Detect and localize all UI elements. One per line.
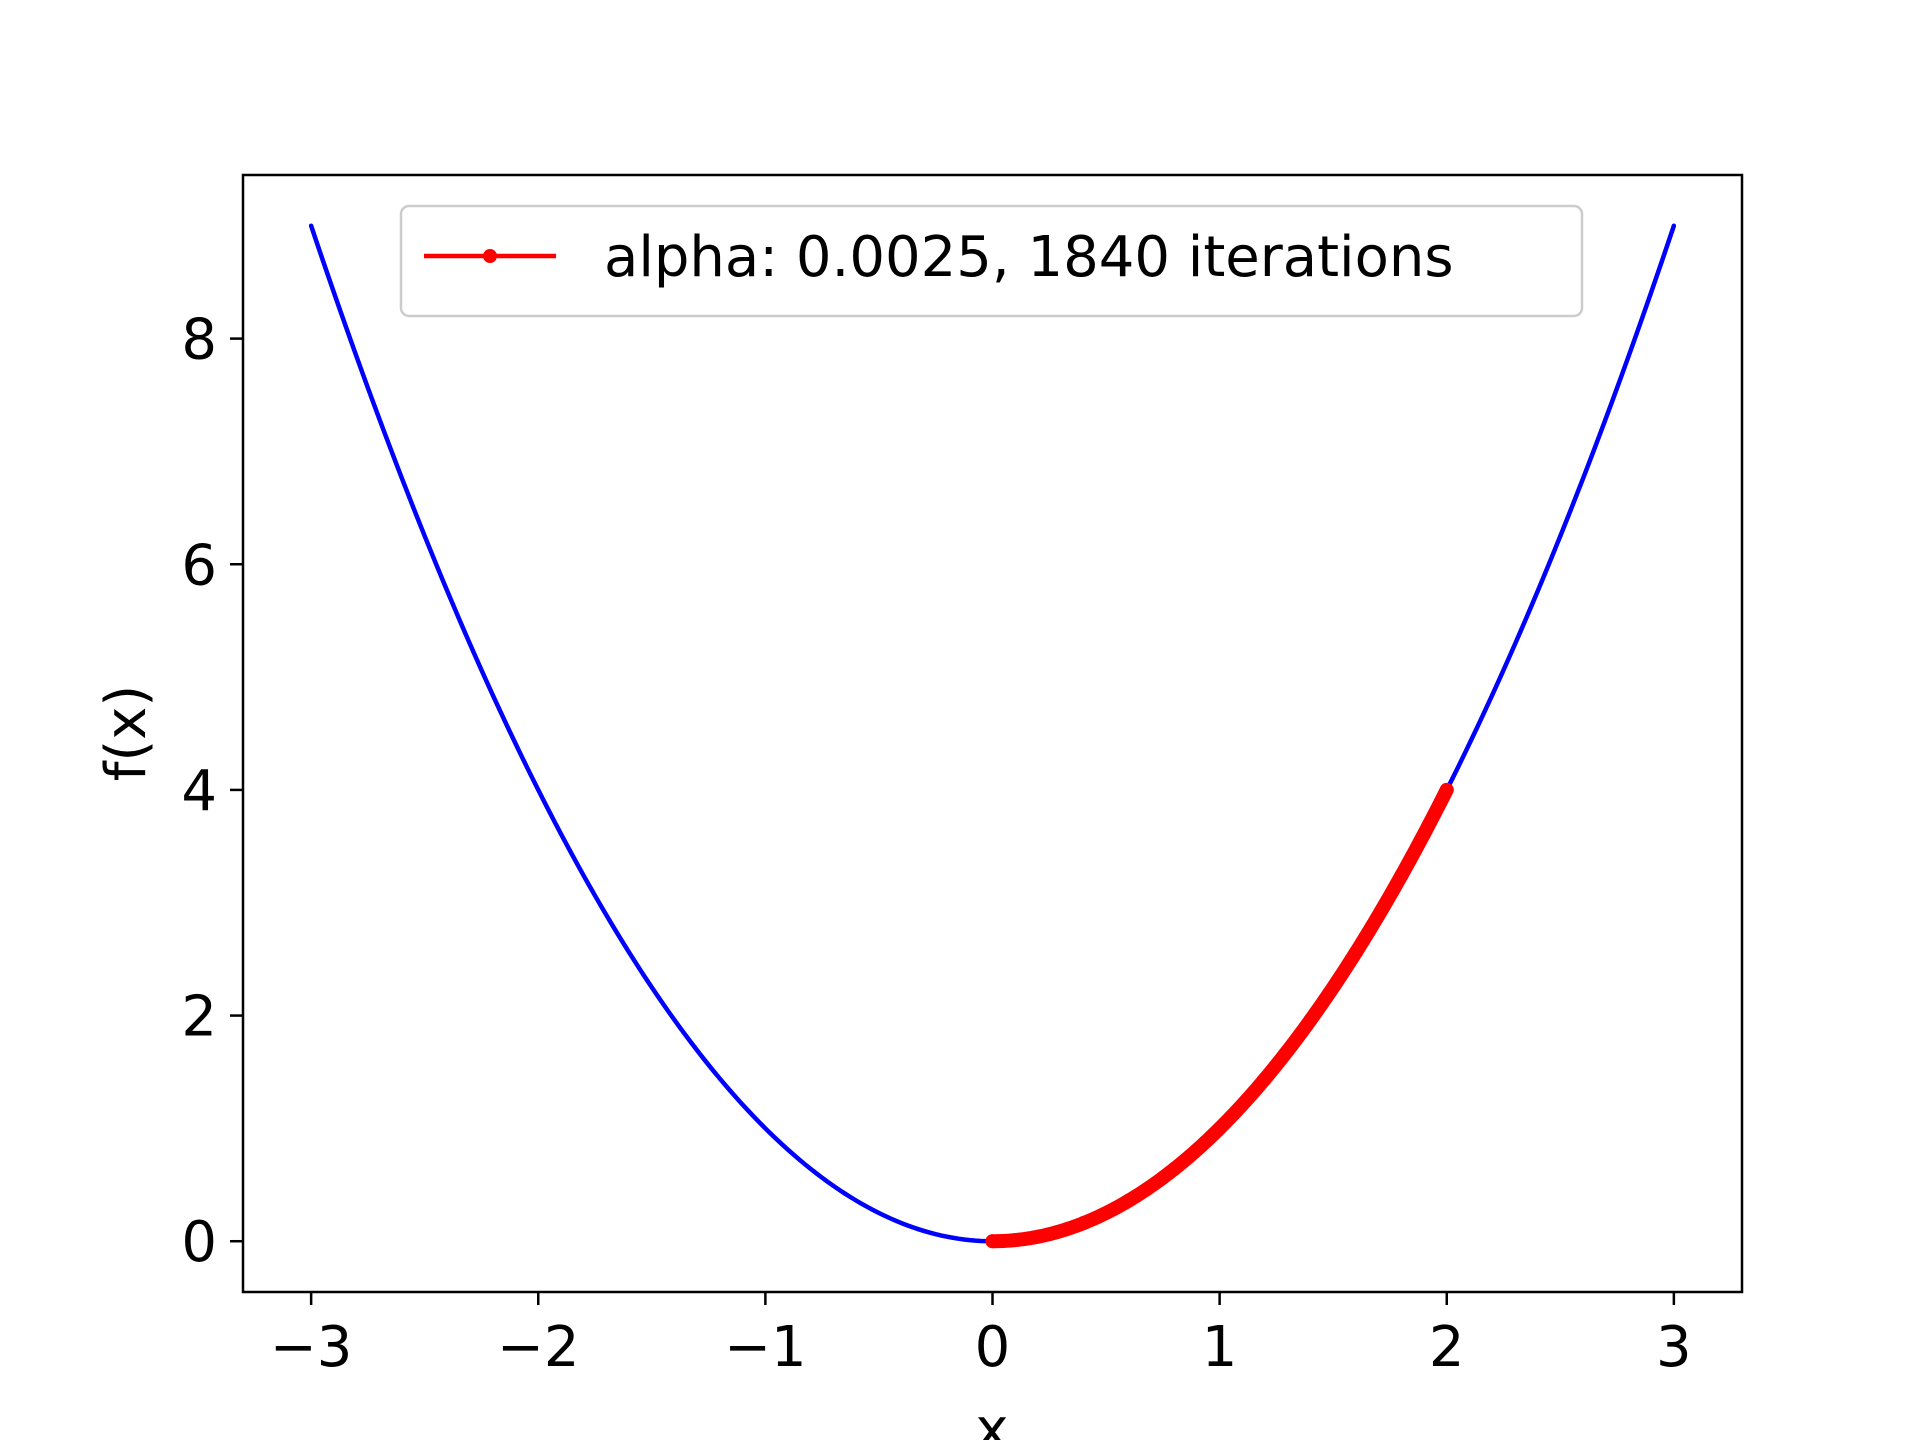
series-point — [1394, 868, 1409, 883]
series-point — [1439, 782, 1454, 797]
series-point — [1348, 945, 1363, 960]
y-tick-label: 8 — [181, 308, 217, 373]
y-axis-label: f(x) — [94, 685, 159, 782]
series-point — [1167, 1162, 1182, 1177]
series-point — [1008, 1233, 1023, 1248]
legend-marker-swatch — [483, 249, 497, 263]
series-point — [1212, 1121, 1227, 1136]
x-axis-ticks: −3 −2 −1 0 1 2 3 — [270, 1292, 1692, 1380]
x-tick-label: −3 — [270, 1315, 353, 1380]
series-point — [1258, 1071, 1273, 1086]
series-point — [1030, 1229, 1045, 1244]
axes-frame — [241, 173, 1744, 1294]
x-tick-label: −1 — [724, 1315, 807, 1380]
x-tick-label: 2 — [1429, 1315, 1465, 1380]
y-tick-label: 2 — [181, 985, 217, 1050]
series-point — [985, 1234, 1000, 1249]
y-tick-label: 6 — [181, 533, 217, 598]
y-tick-label: 0 — [181, 1210, 217, 1275]
y-tick-label: 4 — [181, 759, 217, 824]
plot-area — [308, 223, 1677, 1249]
legend-label: alpha: 0.0025, 1840 iterations — [604, 225, 1454, 290]
x-tick-label: 1 — [1202, 1315, 1238, 1380]
y-axis-ticks: 0 2 4 6 8 — [181, 308, 243, 1275]
series-point — [1076, 1216, 1091, 1231]
x-tick-label: 3 — [1656, 1315, 1692, 1380]
legend: alpha: 0.0025, 1840 iterations — [399, 204, 1584, 318]
x-tick-label: −2 — [497, 1315, 580, 1380]
series-point — [1303, 1013, 1318, 1028]
x-tick-label: 0 — [975, 1315, 1011, 1380]
legend-box — [399, 204, 1584, 318]
x-axis-label: x — [975, 1397, 1008, 1440]
series-point — [1121, 1193, 1136, 1208]
